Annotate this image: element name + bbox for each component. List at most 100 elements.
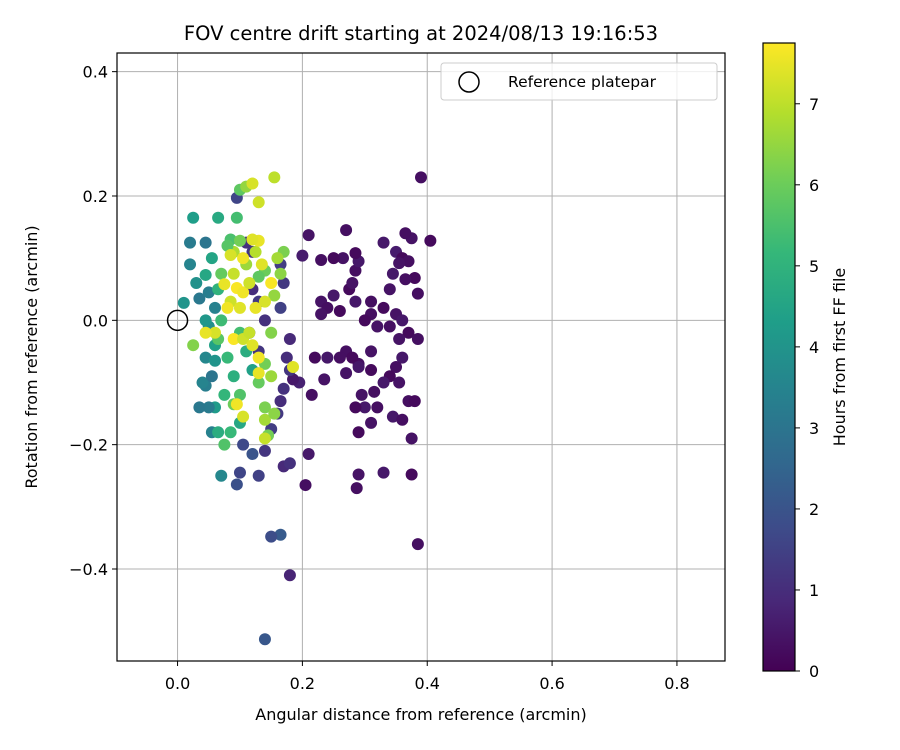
data-point <box>377 236 390 249</box>
data-point <box>252 196 265 209</box>
data-point <box>227 267 240 280</box>
data-point <box>274 528 287 541</box>
data-point <box>408 272 421 285</box>
x-tick-label: 0.6 <box>539 674 564 693</box>
legend-reference-marker-icon <box>458 71 480 93</box>
data-point <box>265 277 278 290</box>
y-tick-label: −0.4 <box>69 560 108 579</box>
data-point <box>308 351 321 364</box>
y-tick-label: 0.2 <box>83 187 108 206</box>
data-point <box>246 447 259 460</box>
data-point <box>327 289 340 302</box>
data-point <box>268 407 281 420</box>
data-point <box>283 569 296 582</box>
data-point <box>230 211 243 224</box>
data-point <box>215 469 228 482</box>
data-point <box>268 289 281 302</box>
data-point <box>393 376 406 389</box>
x-tick-label: 0.8 <box>664 674 689 693</box>
data-point <box>221 239 234 252</box>
data-point <box>252 367 265 380</box>
data-point <box>233 301 246 314</box>
y-tick-label: 0.4 <box>83 63 108 82</box>
data-point <box>352 468 365 481</box>
data-point <box>230 478 243 491</box>
data-point <box>230 398 243 411</box>
colorbar-frame <box>762 42 796 672</box>
data-point <box>399 227 412 240</box>
data-point <box>365 416 378 429</box>
data-point <box>396 413 409 426</box>
data-point <box>243 277 256 290</box>
data-point <box>396 351 409 364</box>
data-point <box>202 286 215 299</box>
data-point <box>193 292 206 305</box>
data-point <box>252 469 265 482</box>
data-point <box>190 277 203 290</box>
data-point <box>358 314 371 327</box>
data-point <box>405 468 418 481</box>
data-point <box>405 432 418 445</box>
x-tick-label: 0.4 <box>415 674 440 693</box>
x-axis-label: Angular distance from reference (arcmin) <box>255 705 586 724</box>
data-point <box>265 326 278 339</box>
data-point <box>358 401 371 414</box>
colorbar-ticks: 0 1 2 3 4 5 6 7 <box>795 95 819 681</box>
data-point <box>246 233 259 246</box>
y-tick-label: 0.0 <box>83 311 108 330</box>
data-point <box>265 530 278 543</box>
data-point <box>255 258 268 271</box>
data-point <box>212 211 225 224</box>
data-point <box>199 351 212 364</box>
data-point <box>196 376 209 389</box>
data-point <box>243 326 256 339</box>
data-point <box>386 267 399 280</box>
data-point <box>349 401 362 414</box>
data-point <box>371 401 384 414</box>
colorbar-label: Hours from first FF file <box>830 268 849 447</box>
data-point <box>237 252 250 265</box>
data-point <box>377 466 390 479</box>
data-point <box>268 171 281 184</box>
data-point <box>350 482 363 495</box>
y-axis-ticks: 0.4 0.2 0.0 −0.2 −0.4 <box>69 63 117 579</box>
data-point <box>221 301 234 314</box>
colorbar-tick-label: 5 <box>809 257 819 276</box>
data-point <box>402 255 415 268</box>
data-point <box>368 385 381 398</box>
data-point <box>199 236 212 249</box>
colorbar-tick-label: 2 <box>809 500 819 519</box>
data-point <box>233 466 246 479</box>
colorbar <box>763 43 795 671</box>
data-point <box>224 249 237 262</box>
data-point <box>365 295 378 308</box>
data-point <box>287 360 300 373</box>
data-point <box>305 388 318 401</box>
plot-frame <box>116 52 726 662</box>
data-point <box>258 314 271 327</box>
data-point <box>258 413 271 426</box>
data-point <box>296 249 309 262</box>
legend-label-reference: Reference platepar <box>508 73 657 91</box>
data-point <box>274 267 287 280</box>
colorbar-tick-label: 0 <box>809 662 819 681</box>
data-point <box>221 351 234 364</box>
data-point <box>299 479 312 492</box>
data-point <box>274 395 287 408</box>
data-point <box>215 314 228 327</box>
data-point <box>233 388 246 401</box>
data-point <box>224 426 237 439</box>
data-point <box>321 351 334 364</box>
data-point <box>280 351 293 364</box>
data-point <box>233 234 246 247</box>
data-point <box>415 171 427 184</box>
data-point <box>237 438 250 451</box>
data-point <box>202 401 215 414</box>
data-point <box>315 254 328 267</box>
data-point <box>346 277 359 290</box>
data-point <box>340 224 353 237</box>
data-point <box>187 339 200 352</box>
data-point <box>396 314 409 327</box>
data-point <box>411 332 424 345</box>
